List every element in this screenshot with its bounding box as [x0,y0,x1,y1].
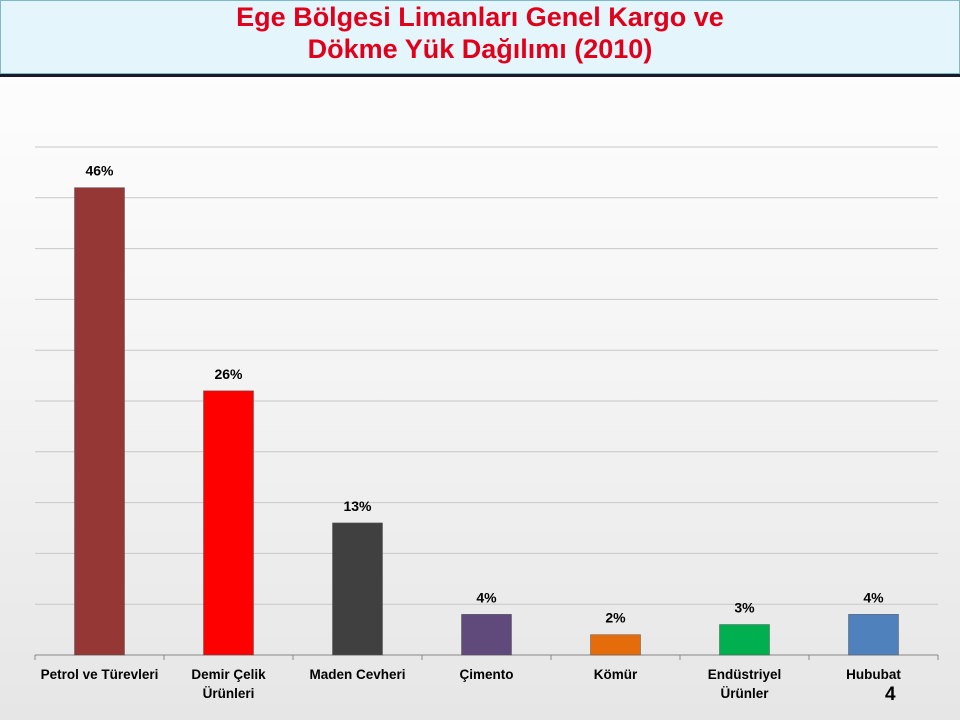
bar [719,624,770,656]
bar [332,522,383,656]
bar [461,614,512,656]
value-label: 26% [214,366,243,382]
bar [74,187,125,656]
x-tick-label: Endüstriyel Ürünler [707,667,782,701]
x-tick-label: Çimento [459,667,514,682]
value-label: 13% [343,498,372,514]
x-tick-label: Kömür [593,667,638,682]
value-label: 4% [476,589,497,605]
title-line: Dökme Yük Dağılımı (2010) [307,34,653,64]
value-label: 3% [734,600,755,616]
page-number: 4 [885,684,896,705]
x-tick-label: Petrol ve Türevleri [40,667,159,682]
x-tick-label: Maden Cevheri [309,667,406,682]
bar [590,634,641,656]
value-label: 4% [863,589,884,605]
bar [203,390,254,656]
title-band: Ege Bölgesi Limanları Genel Kargo ve Dök… [0,0,960,74]
title-line: Ege Bölgesi Limanları Genel Kargo ve [236,2,724,32]
bar [848,614,899,656]
value-label: 46% [85,163,114,179]
x-tick-label: Hububat [846,667,901,682]
value-label: 2% [605,610,626,626]
x-tick-label: Demir Çelik Ürünleri [191,667,266,701]
